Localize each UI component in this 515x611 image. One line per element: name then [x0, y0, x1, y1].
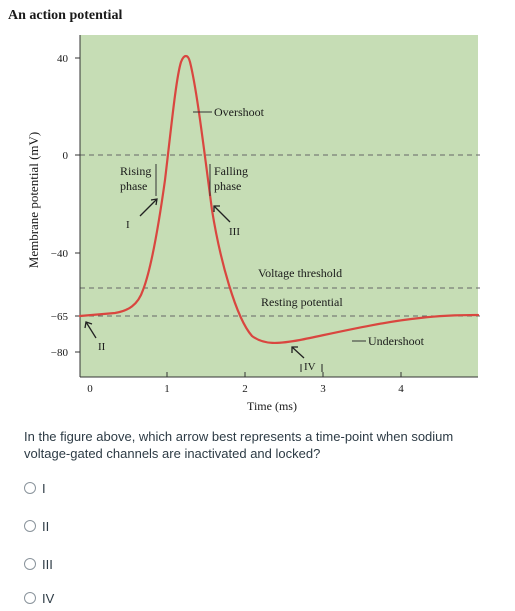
- option-I[interactable]: I: [24, 478, 46, 498]
- arrow-IV-head: [291, 346, 298, 353]
- arrow-I: [139, 198, 158, 217]
- question-text: In the figure above, which arrow best re…: [24, 429, 454, 461]
- x-tick-label: 0: [87, 383, 93, 395]
- falling-phase-label-line1: Falling: [214, 164, 248, 178]
- figure-title: An action potential: [8, 8, 122, 23]
- option-label: I: [42, 480, 46, 496]
- x-tick-label: 4: [398, 383, 404, 395]
- option-IV[interactable]: IV: [24, 588, 54, 608]
- resting-potential-label: Resting potential: [261, 295, 343, 309]
- y-tick-label: −40: [51, 248, 69, 260]
- x-tick-label: 2: [242, 383, 248, 395]
- falling-phase-label-line2: phase: [214, 179, 241, 193]
- radio-button[interactable]: [24, 592, 36, 604]
- radio-button[interactable]: [24, 520, 36, 532]
- arrow-I-head: [150, 198, 158, 206]
- x-tick-label: 1: [164, 383, 170, 395]
- action-potential-figure: An action potential 40 0 −40 −65 −80 0 1…: [8, 8, 480, 413]
- marker-III-label: III: [229, 226, 240, 238]
- y-tick-label: −65: [51, 311, 69, 323]
- overshoot-label: Overshoot: [214, 105, 265, 119]
- option-label: IV: [42, 590, 55, 606]
- x-tick-label: 3: [320, 383, 326, 395]
- marker-I-label: I: [126, 219, 130, 231]
- x-axis-label: Time (ms): [247, 399, 297, 413]
- option-II[interactable]: II: [24, 516, 49, 536]
- marker-IV-label: IV: [304, 361, 316, 373]
- y-tick-label: 40: [57, 53, 69, 65]
- option-label: II: [42, 518, 50, 534]
- rising-phase-label-line1: Rising: [120, 164, 151, 178]
- action-potential-curve: [78, 54, 480, 344]
- voltage-threshold-label: Voltage threshold: [258, 266, 342, 280]
- radio-button[interactable]: [24, 558, 36, 570]
- arrow-III: [213, 205, 231, 223]
- y-axis-label: Membrane potential (mV): [26, 132, 41, 268]
- arrow-II: [85, 321, 97, 339]
- y-tick-label: 0: [63, 150, 69, 162]
- arrow-III-head: [213, 205, 220, 212]
- option-III[interactable]: III: [24, 554, 53, 574]
- arrow-IV: [291, 346, 305, 359]
- option-label: III: [42, 556, 53, 572]
- y-tick-label: −80: [51, 347, 69, 359]
- arrow-II-head: [84, 321, 93, 329]
- rising-phase-label-line2: phase: [120, 179, 147, 193]
- radio-button[interactable]: [24, 482, 36, 494]
- plot-area: [80, 35, 478, 377]
- undershoot-label: Undershoot: [368, 334, 425, 348]
- marker-II-label: II: [98, 341, 106, 353]
